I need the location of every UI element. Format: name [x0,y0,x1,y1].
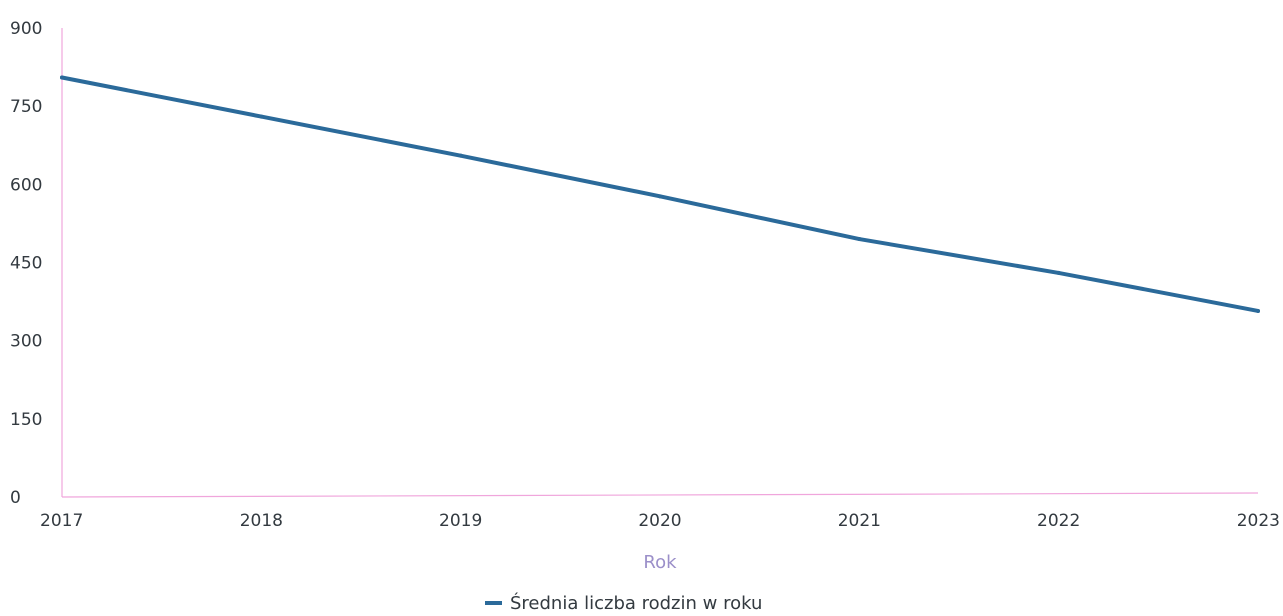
y-tick-label-300: 300 [10,332,42,352]
y-tick-label-150: 150 [10,410,42,430]
x-axis-line [61,492,1259,498]
x-tick-label-2019: 2019 [439,511,482,531]
y-axis-ticks: 0 150 300 450 600 750 900 [10,19,42,508]
y-tick-label-0: 0 [10,488,21,508]
x-tick-label-2021: 2021 [838,511,881,531]
x-tick-label-2018: 2018 [240,511,283,531]
y-tick-label-450: 450 [10,254,42,274]
x-tick-label-2017: 2017 [40,511,83,531]
data-point-2021 [857,237,862,242]
x-tick-label-2023: 2023 [1237,511,1280,531]
y-tick-label-900: 900 [10,19,42,39]
y-tick-label-600: 600 [10,175,42,195]
data-point-2019 [458,153,463,158]
legend-label: Średnia liczba rodzin w roku [510,592,762,614]
data-point-2020 [658,194,662,199]
data-point-2022 [1056,270,1061,275]
x-axis-ticks: 2017 2018 2019 2020 2021 2022 2023 [40,511,1280,531]
series-line-0 [60,75,1260,313]
x-tick-label-2022: 2022 [1037,511,1080,531]
series-group [60,75,1260,313]
y-tick-label-750: 750 [10,97,42,117]
x-tick-label-2020: 2020 [638,511,681,531]
data-point-2023 [1256,308,1260,313]
data-point-2017 [60,75,64,80]
legend-swatch [485,601,502,605]
data-point-2018 [259,114,264,119]
x-axis-label: Rok [643,552,677,573]
legend: Średnia liczba rodzin w roku [485,592,762,614]
